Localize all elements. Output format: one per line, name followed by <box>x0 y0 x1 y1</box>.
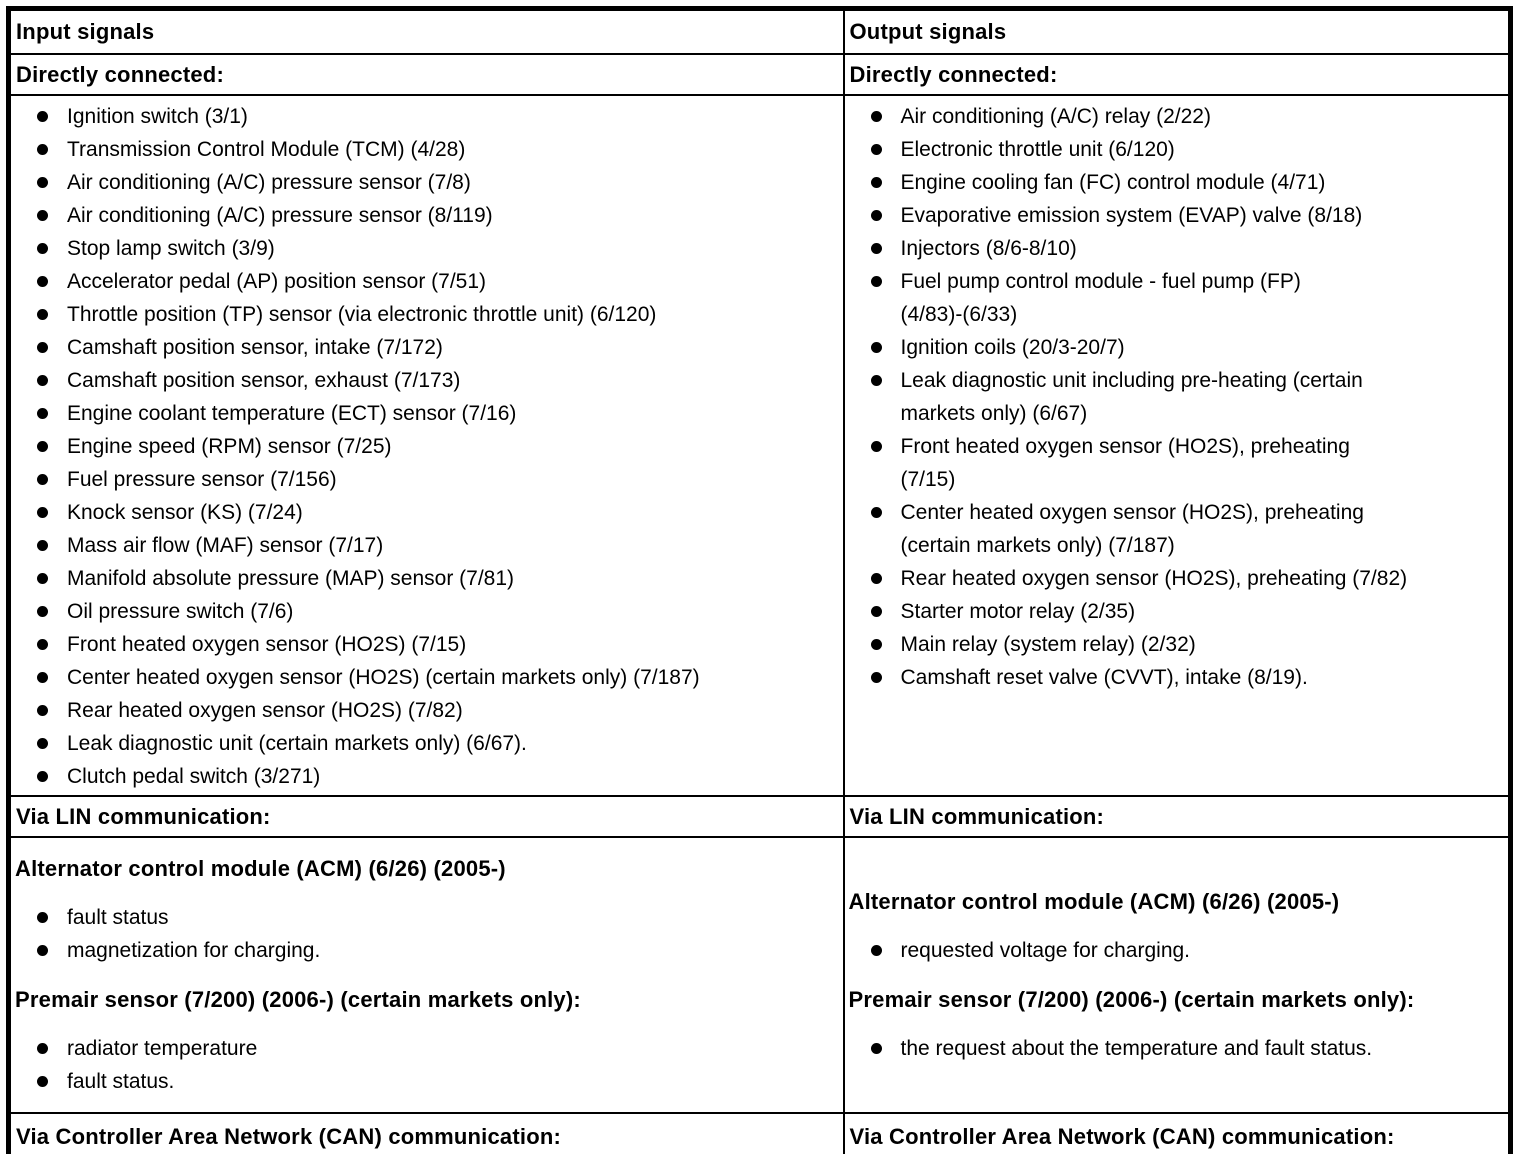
signal-item: Camshaft position sensor, exhaust (7/173… <box>15 364 839 397</box>
signal-item: Fuel pressure sensor (7/156) <box>15 463 839 496</box>
output-via-lin-label: Via LIN communication: <box>842 795 1512 838</box>
lin-section-heading: Premair sensor (7/200) (2006-) (certain … <box>15 987 581 1012</box>
signal-item: Camshaft position sensor, intake (7/172) <box>15 331 839 364</box>
signal-item: requested voltage for charging. <box>849 934 1505 967</box>
signal-item: Injectors (8/6-8/10) <box>849 232 1505 265</box>
signal-item: Center heated oxygen sensor (HO2S) (cert… <box>15 661 839 694</box>
signal-item: fault status <box>15 901 839 934</box>
signal-item: the request about the temperature and fa… <box>849 1032 1505 1065</box>
signal-item: Mass air flow (MAF) sensor (7/17) <box>15 529 839 562</box>
via-lin-content-row: Alternator control module (ACM) (6/26) (… <box>7 836 1512 1114</box>
input-directly-connected-cell: Ignition switch (3/1) Transmission Contr… <box>7 94 845 797</box>
signal-item: Rear heated oxygen sensor (HO2S) (7/82) <box>15 694 839 727</box>
signal-item: Camshaft reset valve (CVVT), intake (8/1… <box>849 661 1505 694</box>
signal-item: Oil pressure switch (7/6) <box>15 595 839 628</box>
signal-item: Leak diagnostic unit (certain markets on… <box>15 727 839 760</box>
signal-item: Engine coolant temperature (ECT) sensor … <box>15 397 839 430</box>
signal-item: Engine cooling fan (FC) control module (… <box>849 166 1505 199</box>
output-directly-connected-cell: Air conditioning (A/C) relay (2/22) Elec… <box>842 94 1512 797</box>
output-via-can-label: Via Controller Area Network (CAN) commun… <box>842 1112 1512 1154</box>
input-signals-header: Input signals <box>7 7 845 55</box>
signal-item: Main relay (system relay) (2/32) <box>849 628 1505 661</box>
signal-item: Accelerator pedal (AP) position sensor (… <box>15 265 839 298</box>
signal-item: Knock sensor (KS) (7/24) <box>15 496 839 529</box>
signal-item: Rear heated oxygen sensor (HO2S), prehea… <box>849 562 1505 595</box>
lin-section-list: requested voltage for charging. <box>849 934 1505 967</box>
signal-item: radiator temperature <box>15 1032 839 1065</box>
signal-item: Stop lamp switch (3/9) <box>15 232 839 265</box>
table-header-row: Input signals Output signals <box>7 7 1512 55</box>
output-signals-header: Output signals <box>842 7 1512 55</box>
via-can-row: Via Controller Area Network (CAN) commun… <box>7 1112 1512 1154</box>
lin-section-list: fault status magnetization for charging. <box>15 901 839 967</box>
input-via-lin-label: Via LIN communication: <box>7 795 845 838</box>
directly-connected-items-row: Ignition switch (3/1) Transmission Contr… <box>7 94 1512 797</box>
lin-section-heading: Alternator control module (ACM) (6/26) (… <box>848 889 1340 914</box>
lin-section-heading: Premair sensor (7/200) (2006-) (certain … <box>848 987 1415 1012</box>
signal-item: Front heated oxygen sensor (HO2S) (7/15) <box>15 628 839 661</box>
signal-item: Engine speed (RPM) sensor (7/25) <box>15 430 839 463</box>
directly-connected-row: Directly connected: Directly connected: <box>7 53 1512 96</box>
lin-section-list: radiator temperature fault status. <box>15 1032 839 1098</box>
output-directly-connected-label: Directly connected: <box>842 53 1512 96</box>
output-via-lin-cell: Alternator control module (ACM) (6/26) (… <box>842 836 1512 1114</box>
lin-section-list: the request about the temperature and fa… <box>849 1032 1505 1065</box>
signal-item: Evaporative emission system (EVAP) valve… <box>849 199 1505 232</box>
signal-item: Ignition switch (3/1) <box>15 100 839 133</box>
signal-item: magnetization for charging. <box>15 934 839 967</box>
signal-item: Center heated oxygen sensor (HO2S), preh… <box>849 496 1505 562</box>
via-lin-row: Via LIN communication: Via LIN communica… <box>7 795 1512 838</box>
signal-item: Throttle position (TP) sensor (via elect… <box>15 298 839 331</box>
io-signals-table: Input signals Output signals Directly co… <box>6 6 1513 1154</box>
signal-item: Starter motor relay (2/35) <box>849 595 1505 628</box>
signal-item: Leak diagnostic unit including pre-heati… <box>849 364 1505 430</box>
input-via-can-label: Via Controller Area Network (CAN) commun… <box>7 1112 845 1154</box>
signal-item: Electronic throttle unit (6/120) <box>849 133 1505 166</box>
signal-item: fault status. <box>15 1065 839 1098</box>
signal-item: Front heated oxygen sensor (HO2S), prehe… <box>849 430 1505 496</box>
signal-item: Transmission Control Module (TCM) (4/28) <box>15 133 839 166</box>
signal-item: Air conditioning (A/C) pressure sensor (… <box>15 166 839 199</box>
input-directly-connected-list: Ignition switch (3/1) Transmission Contr… <box>15 100 839 793</box>
input-directly-connected-label: Directly connected: <box>7 53 845 96</box>
signal-item: Air conditioning (A/C) pressure sensor (… <box>15 199 839 232</box>
input-via-lin-cell: Alternator control module (ACM) (6/26) (… <box>7 836 845 1114</box>
signal-item: Air conditioning (A/C) relay (2/22) <box>849 100 1505 133</box>
signal-item: Clutch pedal switch (3/271) <box>15 760 839 793</box>
signal-item: Manifold absolute pressure (MAP) sensor … <box>15 562 839 595</box>
lin-section-heading: Alternator control module (ACM) (6/26) (… <box>15 856 506 881</box>
signal-item: Fuel pump control module - fuel pump (FP… <box>849 265 1505 331</box>
output-directly-connected-list: Air conditioning (A/C) relay (2/22) Elec… <box>849 100 1505 694</box>
signal-item: Ignition coils (20/3-20/7) <box>849 331 1505 364</box>
